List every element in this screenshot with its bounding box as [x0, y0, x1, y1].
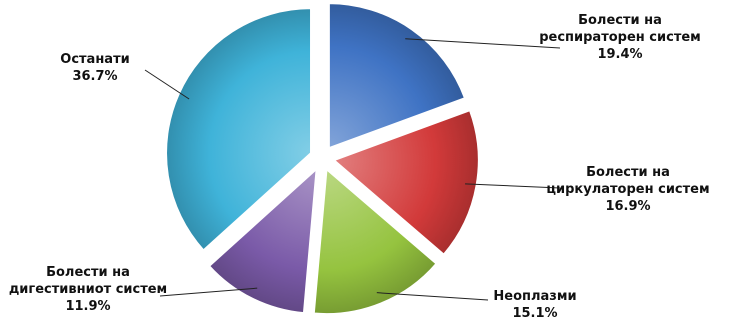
slice-value-label: 15.1% — [512, 306, 557, 321]
slice-label-3: Болести на дигестивниот систем 11.9% — [9, 265, 167, 314]
slice-value-label: 36.7% — [72, 69, 117, 84]
slice-category-label: циркулаторен систем — [546, 182, 709, 197]
slice-label-4: Останати 36.7% — [60, 52, 129, 84]
slice-category-label: дигестивниот систем — [9, 282, 167, 297]
slice-category-label: Неоплазми — [493, 289, 576, 304]
leader-line-4 — [144, 69, 190, 100]
leader-line-1 — [465, 183, 561, 189]
slice-category-label: Останати — [60, 52, 129, 67]
slice-category-label: респираторен систем — [539, 30, 701, 45]
leader-line-0 — [405, 38, 561, 49]
slice-label-1: Болести на циркулаторен систем 16.9% — [546, 165, 709, 214]
slice-category-label: Болести на — [578, 13, 662, 28]
leader-line-2 — [376, 292, 489, 301]
pie-slice-4 — [165, 7, 313, 252]
labels-layer: Болести на респираторен систем 19.4%Болест… — [9, 13, 710, 321]
pie-slice-1 — [331, 108, 480, 257]
slices-layer — [165, 2, 480, 316]
slice-value-label: 11.9% — [65, 299, 110, 314]
slice-label-0: Болести на респираторен систем 19.4% — [539, 13, 701, 62]
pie-slice-3 — [207, 166, 318, 315]
slice-label-2: Неоплазми 15.1% — [493, 289, 576, 321]
slice-value-label: 16.9% — [605, 199, 650, 214]
leader-lines-layer — [144, 38, 561, 301]
leader-line-3 — [159, 287, 258, 297]
slice-category-label: Болести на — [46, 265, 130, 280]
pie-slice-0 — [327, 2, 467, 150]
slice-value-label: 19.4% — [597, 47, 642, 62]
slice-category-label: Болести на — [586, 165, 670, 180]
pie-slice-2 — [312, 167, 438, 316]
